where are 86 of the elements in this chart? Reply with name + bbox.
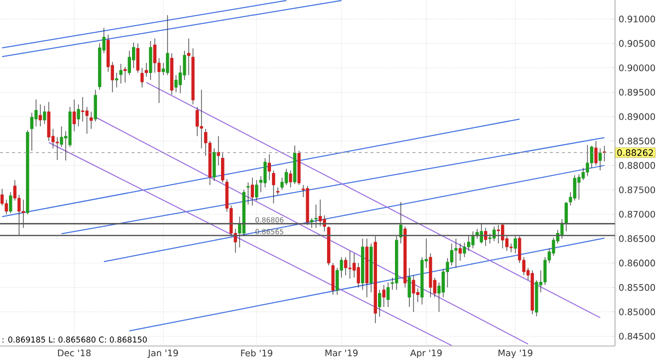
candlestick bbox=[284, 168, 288, 186]
candlestick bbox=[378, 290, 382, 318]
y-tick-label: 0.90000 bbox=[619, 64, 655, 72]
y-tick-label: 0.86500 bbox=[619, 235, 655, 242]
candlestick bbox=[255, 180, 258, 201]
candlestick bbox=[200, 89, 204, 149]
y-tick-label: 0.87000 bbox=[619, 210, 655, 218]
candlestick bbox=[480, 224, 484, 244]
x-tick-label: Apr '19 bbox=[410, 350, 442, 358]
y-tick-label: 0.86000 bbox=[619, 260, 655, 266]
candlestick bbox=[174, 74, 178, 93]
y-tick-label: 0.89500 bbox=[619, 88, 655, 96]
candlestick bbox=[153, 38, 156, 74]
candlestick bbox=[318, 199, 322, 227]
candlestick bbox=[115, 72, 118, 88]
candlestick bbox=[399, 202, 402, 244]
y-tick-label: 0.91000 bbox=[619, 16, 655, 22]
candlestick bbox=[590, 146, 594, 168]
candlestick bbox=[314, 204, 318, 228]
candlestick bbox=[85, 106, 89, 134]
candlestick bbox=[458, 243, 462, 261]
candlestick bbox=[34, 99, 38, 127]
x-tick-label: May '19 bbox=[498, 350, 532, 358]
candlestick bbox=[577, 174, 581, 200]
candlestick bbox=[187, 38, 190, 76]
candlestick bbox=[81, 96, 84, 122]
candlestick bbox=[598, 148, 602, 171]
candlestick bbox=[268, 154, 271, 180]
ref-line-label: 0.88262 bbox=[617, 149, 653, 156]
y-tick-label: 0.87500 bbox=[619, 186, 655, 194]
candlestick bbox=[136, 43, 140, 74]
candlestick bbox=[454, 238, 458, 268]
candlestick bbox=[386, 282, 390, 308]
y-tick-label: 0.88000 bbox=[619, 162, 655, 169]
x-tick-label: Dec '18 bbox=[58, 350, 91, 356]
y-tick-label: 0.85500 bbox=[619, 284, 655, 291]
candlestick bbox=[573, 174, 576, 201]
candlestick bbox=[288, 170, 292, 188]
candlestick bbox=[564, 202, 568, 232]
candlestick bbox=[196, 106, 199, 136]
candlestick bbox=[94, 89, 98, 122]
y-tick-label: 0.90500 bbox=[619, 40, 655, 47]
y-tick-label: 0.84500 bbox=[619, 332, 655, 340]
candlestick bbox=[119, 64, 122, 84]
candlestick bbox=[8, 192, 12, 214]
candlestick bbox=[60, 126, 64, 148]
candlestick bbox=[90, 111, 93, 130]
candlestick bbox=[552, 237, 556, 256]
candlestick bbox=[263, 158, 267, 188]
candlestick bbox=[22, 199, 25, 228]
candlestick bbox=[216, 136, 220, 166]
x-tick-label: Mar '19 bbox=[325, 350, 358, 356]
y-tick-label: 0.88500 bbox=[619, 138, 655, 144]
candlestick bbox=[30, 112, 34, 152]
candlestick bbox=[586, 144, 590, 176]
candlestick bbox=[42, 106, 46, 124]
candlestick bbox=[344, 256, 348, 276]
candlestick bbox=[144, 62, 148, 77]
candlestick bbox=[140, 68, 144, 88]
candlestick bbox=[310, 218, 314, 228]
candlestick bbox=[38, 104, 42, 127]
candlestick bbox=[250, 177, 254, 206]
candlestick bbox=[221, 152, 224, 183]
candlestick bbox=[56, 136, 59, 160]
candlestick bbox=[124, 66, 127, 83]
x-tick-label: Feb '19 bbox=[241, 350, 272, 356]
candlestick bbox=[484, 228, 488, 246]
candlestick bbox=[246, 182, 250, 205]
candlestick bbox=[356, 262, 360, 288]
x-tick-label: Jan '19 bbox=[148, 350, 178, 358]
candlestick bbox=[462, 242, 466, 258]
candlestick bbox=[72, 99, 76, 132]
candlestick bbox=[514, 236, 517, 254]
candlestick bbox=[471, 231, 475, 249]
candlestick bbox=[412, 274, 416, 312]
candlestick bbox=[408, 268, 411, 308]
candlestick bbox=[467, 236, 470, 252]
candlestick bbox=[166, 14, 170, 76]
candlestick bbox=[76, 104, 80, 127]
candlestick bbox=[348, 250, 352, 279]
candlestick bbox=[272, 170, 276, 204]
y-tick-label: 0.85000 bbox=[619, 308, 655, 316]
candlestick bbox=[594, 140, 598, 166]
candlestick bbox=[382, 284, 386, 308]
candlestick bbox=[476, 228, 479, 239]
y-tick-label: 0.89000 bbox=[619, 113, 655, 120]
